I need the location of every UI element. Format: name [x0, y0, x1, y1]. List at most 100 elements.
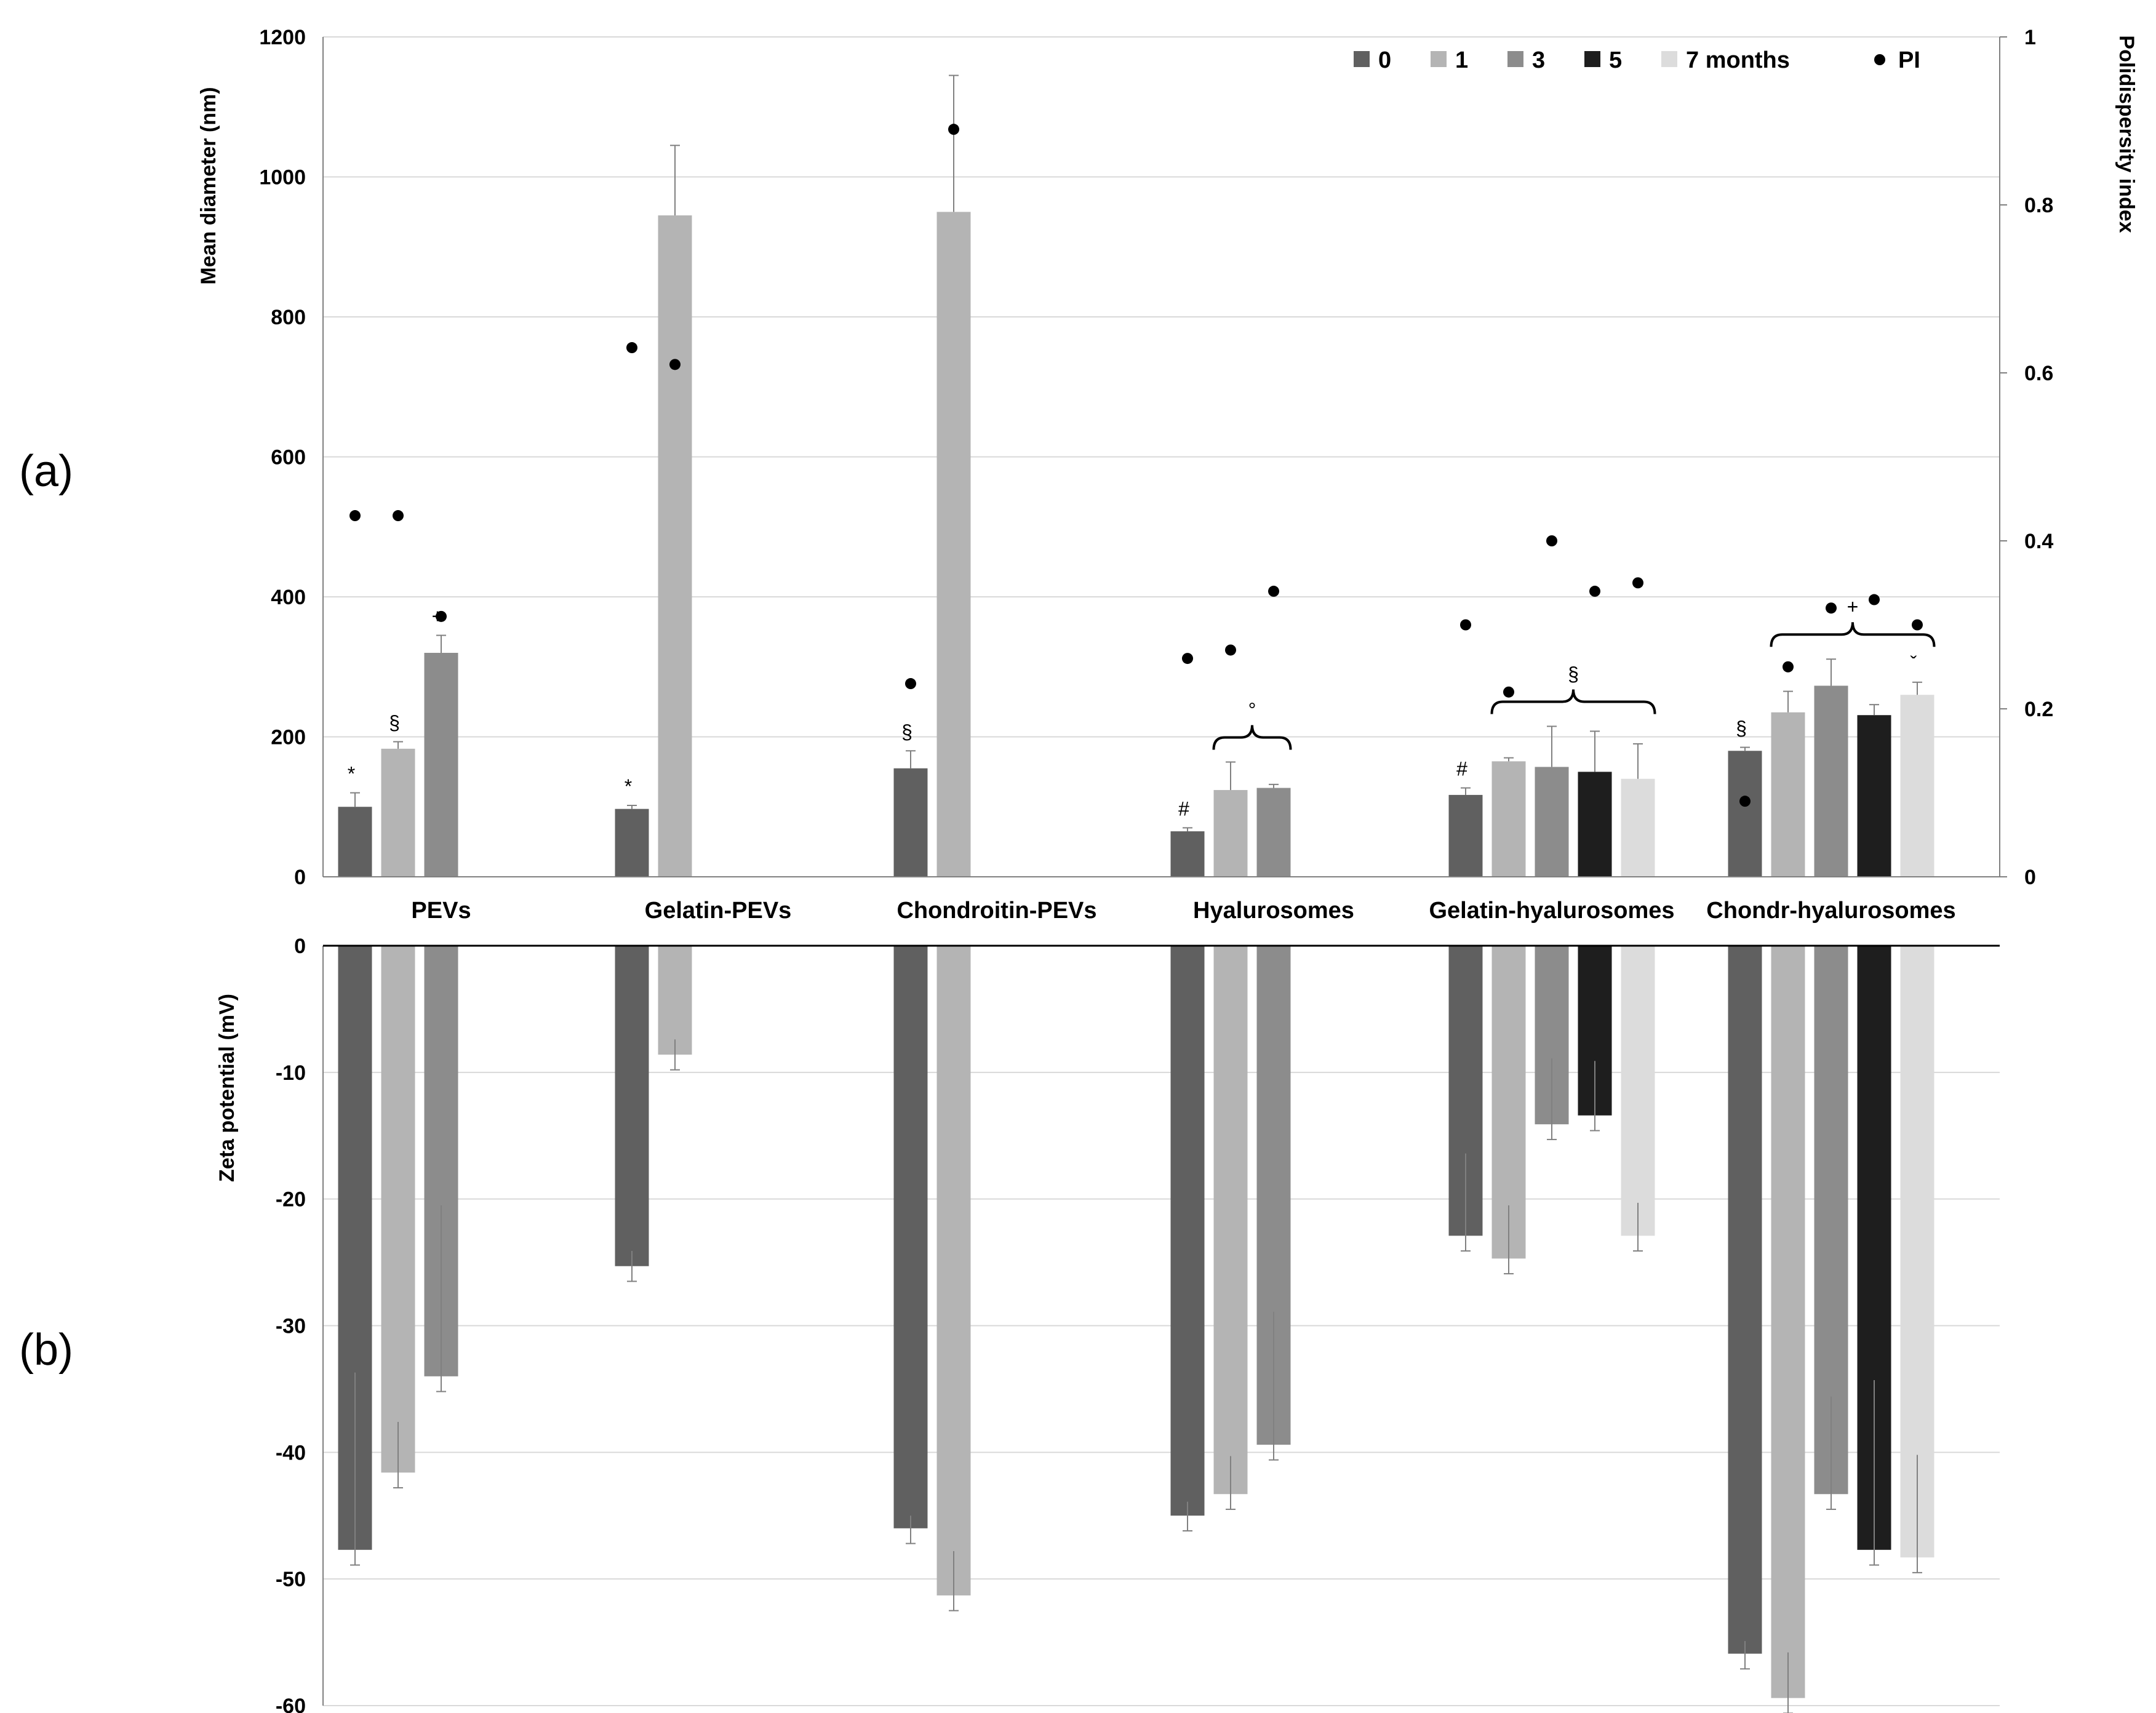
panel-a-significance-mark: +	[1847, 596, 1859, 618]
panel-a-bar	[1814, 685, 1848, 877]
panel-a-y-axis-ticks: 0 200 400 600 800 1000 1200	[259, 26, 306, 889]
panel-a-secondary-y-axis-title: Polidispersity index	[2115, 35, 2138, 233]
panel-a-significance-mark: §	[1568, 663, 1579, 685]
pi-point	[1912, 619, 1923, 631]
panel-a-secondary-y-tick-label: 0.8	[2024, 194, 2053, 217]
panel-b-bar	[1213, 946, 1248, 1495]
panel-a-brace	[1212, 725, 1292, 750]
panel-a-brace	[1490, 689, 1656, 714]
pi-point	[1632, 577, 1643, 589]
panel-a-braces	[1212, 622, 1936, 750]
legend: 0 1 3 5 7 months PI	[1354, 47, 1920, 73]
legend-label: 5	[1609, 47, 1622, 73]
pi-point	[1546, 535, 1557, 546]
panel-a-bar	[615, 809, 649, 877]
panel-a-significance-mark: °	[1248, 698, 1256, 721]
panel-a-secondary-y-tick-label: 0	[2024, 866, 2036, 889]
panel-b-y-tick-label: -50	[276, 1568, 306, 1591]
panel-b-axes	[322, 944, 2000, 1706]
panel-a-bar	[1771, 712, 1805, 877]
panel-b-bars	[338, 946, 1934, 1713]
panel-b-bar	[1728, 946, 1762, 1654]
pi-point	[1225, 644, 1236, 656]
legend-label: 7 months	[1686, 47, 1790, 73]
pi-point	[626, 342, 637, 354]
category-label: Gelatin-hyalurosomes	[1429, 898, 1674, 924]
pi-point	[436, 610, 447, 622]
panel-a-bar	[1491, 761, 1526, 877]
legend-swatch-3	[1507, 51, 1523, 67]
panel-b-y-axis-title: Zeta potential (mV)	[215, 994, 239, 1182]
panel-b-chart: 0 -10 -20 -30 -40 -50 -60	[276, 935, 2000, 1713]
panel-b-bar	[936, 946, 971, 1595]
category-label: PEVs	[411, 898, 471, 924]
pi-point	[1869, 594, 1880, 605]
pi-point	[1589, 585, 1600, 597]
category-labels: PEVs Gelatin-PEVs Chondroitin-PEVs Hyaluros…	[411, 898, 1955, 924]
legend-label: 3	[1532, 47, 1545, 73]
category-label: Chondr-hyalurosomes	[1706, 898, 1955, 924]
panel-a-bar	[1621, 778, 1655, 877]
category-label: Hyalurosomes	[1193, 898, 1354, 924]
pi-point	[669, 359, 681, 370]
pi-point	[1783, 661, 1794, 673]
legend-label-pi: PI	[1898, 47, 1920, 73]
pi-point	[1739, 796, 1751, 807]
legend-swatch-7-months	[1661, 51, 1677, 67]
panel-a-secondary-y-tick-label: 0.2	[2024, 698, 2053, 721]
panel-b-y-tick-label: -60	[276, 1695, 306, 1713]
panel-b-bar	[1771, 946, 1805, 1698]
panel-a-pi-points	[349, 124, 1923, 807]
panel-a-significance-mark: #	[1456, 758, 1467, 780]
panel-a-y-tick-label: 0	[294, 866, 306, 889]
panel-a-significance-mark: *	[348, 763, 355, 785]
panel-a-bar	[1256, 788, 1291, 877]
panel-a-bar	[1448, 794, 1483, 877]
category-label: Chondroitin-PEVs	[896, 898, 1096, 924]
panel-a-y-axis-title: Mean diameter (nm)	[197, 87, 220, 284]
panel-b-bar	[1170, 946, 1205, 1516]
panel-a-bar	[1857, 715, 1891, 877]
panel-a-secondary-y-tick-label: 1	[2024, 26, 2036, 49]
panel-b-bar	[381, 946, 415, 1473]
panel-a-y-tick-label: 200	[271, 726, 306, 749]
panel-a-significance-mark: *	[625, 775, 632, 797]
panel-a-bar	[658, 215, 692, 877]
panel-a-y-tick-label: 800	[271, 306, 306, 329]
panel-b-bar	[658, 946, 692, 1055]
panel-b-bar	[1621, 946, 1655, 1236]
pi-point	[349, 510, 361, 522]
pi-point	[1460, 619, 1471, 631]
panel-a-bar	[1213, 789, 1248, 877]
panel-a-bar	[1728, 751, 1762, 877]
legend-label: 0	[1378, 47, 1391, 73]
panel-a-bar	[1578, 772, 1612, 877]
panel-a-bar	[936, 212, 971, 877]
panel-b-y-tick-label: -40	[276, 1441, 306, 1464]
legend-swatch-1	[1431, 51, 1447, 67]
panel-b-bar	[615, 946, 649, 1266]
panel-a-significance-mark: +	[432, 605, 444, 628]
panel-a-significance-mark: §	[1736, 717, 1747, 740]
panel-a-bar	[338, 807, 372, 877]
panel-a-bar	[381, 748, 415, 877]
panel-b-bar	[893, 946, 928, 1528]
panel-a-bar	[893, 768, 928, 877]
pi-point	[393, 510, 404, 522]
category-label: Gelatin-PEVs	[645, 898, 792, 924]
panel-b-gridlines	[323, 1071, 2000, 1706]
panel-b-y-tick-label: -20	[276, 1188, 306, 1212]
panel-b-y-tick-label: -30	[276, 1315, 306, 1338]
pi-point	[1182, 653, 1193, 665]
panel-b-y-axis-ticks: 0 -10 -20 -30 -40 -50 -60	[276, 935, 306, 1713]
panel-a-bars	[338, 74, 1934, 877]
panel-a-y-tick-label: 1200	[259, 26, 306, 49]
pi-point	[1826, 602, 1837, 614]
panel-a-annotations: * § + * § # ° # § § + ˇ	[348, 596, 1917, 820]
panel-a-axes	[322, 37, 2000, 877]
panel-a-secondary-y-tick-label: 0.4	[2024, 530, 2053, 553]
panel-a-secondary-y-tick-label: 0.6	[2024, 362, 2053, 385]
panel-a-bar	[1900, 695, 1934, 877]
panel-a-y-tick-label: 400	[271, 586, 306, 609]
